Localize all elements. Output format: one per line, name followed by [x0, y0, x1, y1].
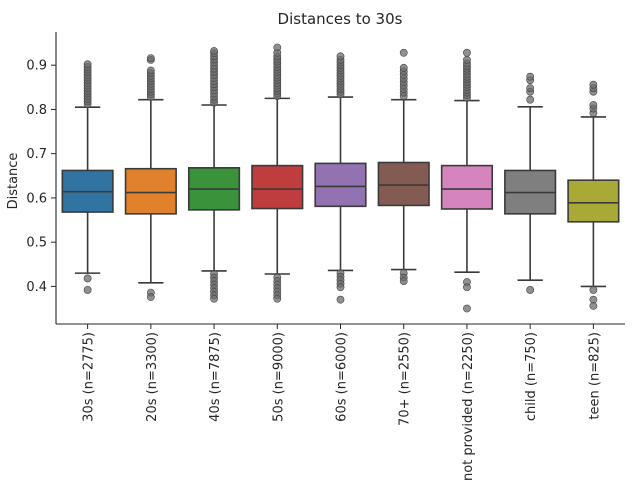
iqr-box [124, 167, 177, 215]
outlier-point [526, 286, 535, 294]
y-tick-label: 0.8 [26, 103, 47, 118]
outlier-point [399, 63, 408, 72]
outlier-point [146, 54, 155, 63]
outlier-point [463, 304, 471, 313]
box-group [61, 60, 114, 294]
x-tick-label: 20s (n=3300) [145, 332, 160, 422]
chart-title: Distances to 30s [278, 10, 403, 28]
outlier-point [589, 101, 598, 109]
outlier-point [463, 48, 471, 57]
plot-area [61, 43, 620, 313]
x-tick-label: teen (n=825) [587, 332, 602, 420]
y-tick-label: 0.4 [26, 280, 47, 295]
outlier-point [336, 52, 345, 61]
outlier-point [146, 293, 155, 301]
outlier-point [589, 301, 598, 310]
outlier-point [463, 55, 471, 64]
x-tick-label: 40s (n=7875) [208, 332, 223, 422]
iqr-box [567, 179, 620, 223]
outlier-point [83, 60, 92, 69]
outlier-point [83, 286, 92, 294]
outlier-point [336, 283, 345, 292]
box-group [377, 48, 430, 285]
y-axis-label: Distance [6, 153, 21, 210]
box-group [314, 52, 367, 304]
outlier-point [83, 274, 92, 283]
box-group [504, 72, 557, 294]
box-group [567, 80, 620, 310]
outlier-point [526, 95, 535, 104]
outlier-point [463, 283, 471, 292]
x-tick-label: not provided (n=2250) [461, 332, 476, 480]
box-group [187, 47, 241, 303]
box-group [124, 54, 177, 301]
iqr-box [251, 164, 304, 210]
y-tick-label: 0.9 [26, 59, 47, 74]
x-tick-label: 70+ (n=2550) [398, 332, 413, 426]
outlier-point [273, 294, 282, 303]
x-tick-label: child (n=750) [524, 332, 539, 421]
outlier-point [526, 84, 535, 93]
iqr-box [314, 162, 367, 208]
outlier-point [210, 47, 218, 55]
outlier-point [526, 72, 535, 81]
outlier-point [399, 48, 408, 57]
outlier-point [399, 277, 408, 285]
iqr-box [377, 161, 430, 207]
y-tick-label: 0.6 [26, 191, 47, 206]
outlier-point [589, 286, 598, 294]
x-tick-label: 60s (n=6000) [335, 332, 350, 422]
x-tick-label: 30s (n=2775) [82, 332, 97, 422]
outlier-point [589, 80, 598, 89]
outlier-point [146, 66, 155, 75]
iqr-box [440, 164, 494, 210]
outlier-point [273, 43, 282, 52]
y-tick-label: 0.5 [26, 236, 47, 251]
x-tick-label: 50s (n=9000) [271, 332, 286, 422]
outlier-point [336, 295, 345, 304]
box-group [440, 48, 494, 313]
y-tick-label: 0.7 [26, 147, 47, 162]
box-group [251, 43, 304, 303]
outlier-point [210, 294, 218, 303]
